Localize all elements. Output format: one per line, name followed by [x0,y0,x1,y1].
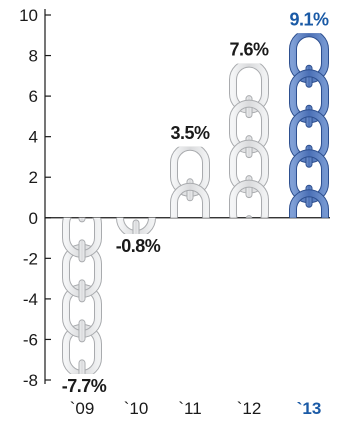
bar-chain [229,63,269,318]
chain-link-connector [306,225,312,247]
chain-link-connector [187,219,193,241]
chain-link [233,264,265,310]
chain-link-connector [79,160,85,182]
chain-link-connector [78,217,86,223]
y-tick-label: 2 [29,168,38,187]
axis-layer: -8 -6 -4 -2 0 2 4 6 8 10 [19,6,330,390]
chain-link-outline [233,264,265,310]
y-tick-label: -4 [23,290,38,309]
y-tick-label: 10 [19,6,38,25]
bar-chain [289,33,329,287]
y-tick-label: -2 [23,249,38,268]
chain-link [66,128,98,174]
chain-link [171,183,209,218]
chain-link-connector [78,319,86,343]
chain-link-outline [79,217,85,218]
chain-link [174,227,206,273]
labels-layer: -7.7% `09 -0.8% `10 3.5% `11 7.6% `12 9.1% `13 [62,9,330,418]
y-tick-label: 0 [29,209,38,228]
chain-link-connector [78,359,86,374]
x-category-label: `09 [70,399,95,418]
x-category-label: `12 [237,399,262,418]
data-label: 3.5% [170,123,210,143]
chain-link [230,180,268,218]
chain-link [293,233,325,279]
chain-link-outline [66,128,98,174]
chain-link-connector [132,219,140,234]
chain-link-connector [78,239,86,263]
bar-chain [170,146,210,281]
x-category-label: `13 [297,399,322,418]
chain-link-outline [233,224,265,270]
data-label: -7.7% [62,376,107,396]
x-category-label: `11 [178,399,201,418]
data-label: -0.8% [116,236,161,256]
bars-layer [62,33,329,374]
bar-chain [116,148,156,234]
chain-link-connector [187,259,193,281]
y-tick-label: 8 [29,47,38,66]
chain-link [66,168,98,214]
chain-link [233,224,265,270]
chain-link-connector [246,296,252,318]
data-label: 7.6% [229,40,269,60]
y-tick-label: -8 [23,371,38,390]
chain-link-connector [306,265,312,287]
x-category-label: `10 [124,399,149,418]
y-tick-label: -6 [23,330,38,349]
chain-link [120,148,152,194]
chain-link-outline [120,148,152,194]
chain-link-connector [246,256,252,278]
chain-link-outline [174,227,206,273]
chain-link-connector [133,180,139,202]
y-tick-label: 4 [29,128,38,147]
chain-link-connector [245,215,253,218]
chain-link [290,190,328,218]
chain-link-connector [78,279,86,303]
chain-link-outline [293,233,325,279]
data-label: 9.1% [289,9,329,29]
y-tick-label: 6 [29,87,38,106]
bar-chain [62,128,102,374]
